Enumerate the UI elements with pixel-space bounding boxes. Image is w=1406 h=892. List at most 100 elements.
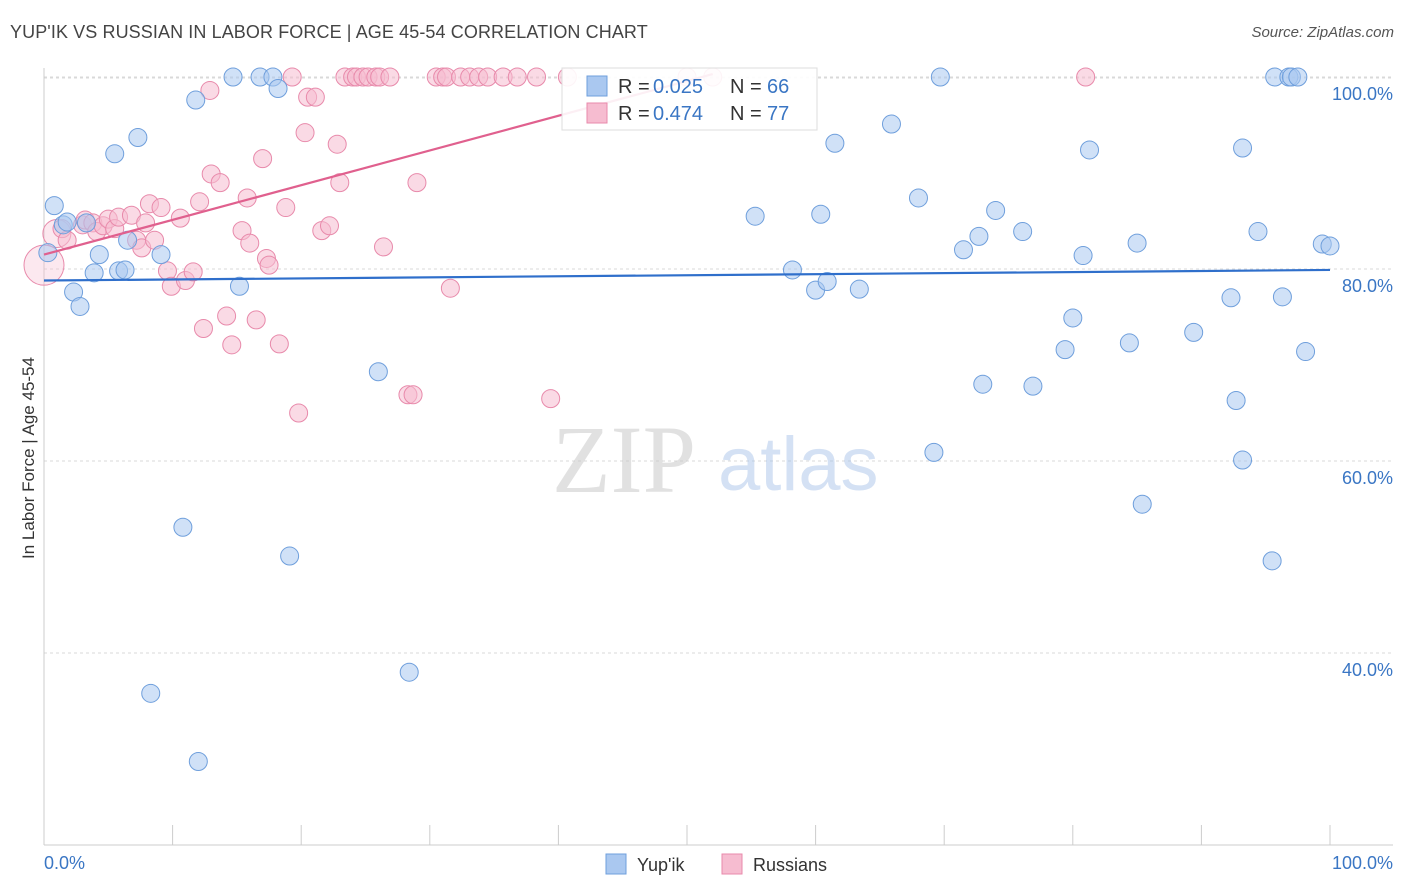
- y-tick-label-100: 100.0%: [1332, 84, 1393, 104]
- russians-point-48: [330, 173, 350, 193]
- legend-swatch-yupik: [586, 75, 608, 97]
- russians-point-71: [527, 67, 547, 87]
- russians-point-76: [1076, 67, 1096, 87]
- yupik-point-19: [223, 67, 243, 87]
- russians-point-34: [246, 310, 266, 330]
- russians-point-70: [507, 67, 527, 87]
- russians-point-72: [541, 389, 561, 409]
- gridlines: [44, 76, 1393, 654]
- series-legend-swatch-yupik: [605, 853, 627, 875]
- yupik-point-54: [1233, 450, 1253, 470]
- yupik-point-28: [782, 260, 802, 280]
- yupik-point-36: [924, 442, 944, 462]
- yupik-point-51: [1184, 322, 1204, 342]
- russians-points: [23, 67, 1096, 423]
- y-tick-label-80: 80.0%: [1342, 276, 1393, 296]
- x-axis-ticks: [43, 825, 1331, 845]
- y-axis-title: In Labor Force | Age 45-54: [19, 357, 38, 559]
- axes: [43, 68, 1393, 846]
- yupik-trend-line: [43, 268, 1331, 282]
- yupik-point-20: [229, 276, 249, 296]
- yupik-point-53: [1226, 391, 1246, 411]
- series-legend-label-yupik: Yup'ik: [637, 855, 685, 875]
- russians-point-40: [282, 67, 302, 87]
- x-axis-tick-labels: 0.0% 100.0%: [44, 853, 1393, 873]
- russians-point-41: [289, 403, 309, 423]
- yupik-point-1: [44, 196, 64, 216]
- russians-point-60: [407, 173, 427, 193]
- yupik-point-17: [186, 90, 206, 110]
- watermark-atlas: atlas: [718, 422, 879, 507]
- russians-point-35: [253, 149, 273, 169]
- yupik-point-45: [1063, 308, 1083, 328]
- source-credit: Source: ZipAtlas.com: [1251, 24, 1394, 41]
- yupik-point-7: [84, 263, 104, 283]
- russians-point-38: [269, 334, 289, 354]
- yupik-point-30: [811, 204, 831, 224]
- yupik-point-52: [1221, 288, 1241, 308]
- russians-point-33: [240, 233, 260, 253]
- x-tick-label-min: 0.0%: [44, 853, 85, 873]
- x-tick-label-max: 100.0%: [1332, 853, 1393, 873]
- yupik-point-62: [1288, 67, 1308, 87]
- legend-swatch-russians: [586, 102, 608, 124]
- russians-point-56: [374, 237, 394, 257]
- yupik-point-6: [76, 213, 96, 233]
- legend-r-value-russians: 0.474: [653, 103, 703, 125]
- yupik-point-65: [1320, 236, 1340, 256]
- russians-point-44: [305, 87, 325, 107]
- yupik-point-38: [953, 240, 973, 260]
- russians-point-37: [259, 255, 279, 275]
- russians-point-47: [327, 134, 347, 154]
- yupik-point-43: [1023, 376, 1043, 396]
- russians-point-64: [440, 278, 460, 298]
- yupik-point-34: [881, 114, 901, 134]
- yupik-point-31: [817, 271, 837, 291]
- yupik-point-11: [115, 260, 135, 280]
- yupik-point-32: [825, 133, 845, 153]
- yupik-point-63: [1296, 342, 1316, 362]
- yupik-point-14: [141, 683, 161, 703]
- yupik-point-5: [70, 296, 90, 316]
- yupik-point-48: [1119, 333, 1139, 353]
- legend-r-label-yupik: R =: [618, 76, 650, 98]
- russians-point-29: [217, 306, 237, 326]
- series-legend: Yup'ik Russians: [605, 853, 827, 875]
- watermark: ZIP atlas: [552, 406, 879, 513]
- yupik-point-16: [173, 517, 193, 537]
- yupik-point-50: [1132, 494, 1152, 514]
- yupik-point-42: [1013, 222, 1033, 242]
- stats-legend: R = 0.025 N = 66 R = 0.474 N = 77: [561, 67, 818, 131]
- russians-point-24: [190, 192, 210, 212]
- yupik-point-44: [1055, 340, 1075, 360]
- russians-point-30: [222, 335, 242, 355]
- yupik-point-57: [1262, 551, 1282, 571]
- yupik-point-35: [908, 188, 928, 208]
- yupik-point-27: [745, 206, 765, 226]
- yupik-point-40: [973, 374, 993, 394]
- russians-point-28: [210, 173, 230, 193]
- legend-n-value-russians: 77: [767, 103, 789, 125]
- legend-r-value-yupik: 0.025: [653, 76, 703, 98]
- yupik-point-39: [969, 226, 989, 246]
- watermark-zip: ZIP: [552, 406, 696, 513]
- yupik-point-46: [1073, 246, 1093, 266]
- yupik-point-56: [1248, 222, 1268, 242]
- yupik-point-9: [105, 144, 125, 164]
- yupik-point-13: [128, 127, 148, 147]
- russians-point-57: [380, 67, 400, 87]
- legend-r-label-russians: R =: [618, 103, 650, 125]
- yupik-point-23: [268, 79, 288, 99]
- y-tick-label-40: 40.0%: [1342, 660, 1393, 680]
- yupik-point-37: [930, 67, 950, 87]
- yupik-point-18: [188, 751, 208, 771]
- yupik-point-47: [1080, 140, 1100, 160]
- yupik-point-41: [986, 200, 1006, 220]
- legend-n-label-russians: N =: [730, 103, 762, 125]
- russians-point-46: [319, 216, 339, 236]
- yupik-point-15: [151, 245, 171, 265]
- russians-point-39: [276, 198, 296, 218]
- yupik-point-33: [849, 279, 869, 299]
- series-legend-label-russians: Russians: [753, 855, 827, 875]
